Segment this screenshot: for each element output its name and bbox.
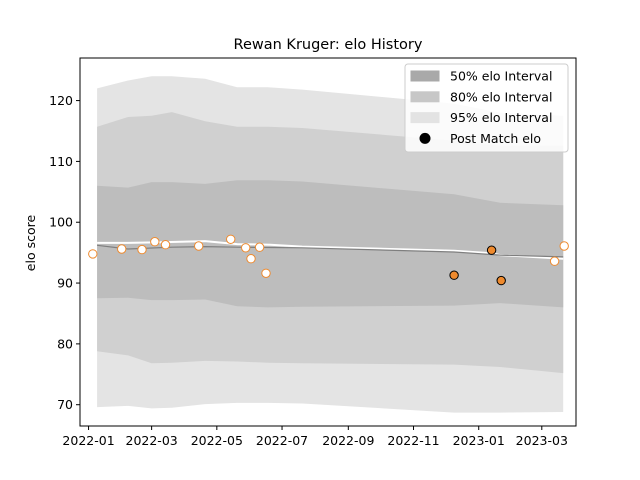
post-match-point	[117, 244, 127, 254]
post-match-point	[549, 256, 560, 266]
y-tick-label: 100	[49, 215, 73, 230]
legend-swatch-band	[410, 70, 440, 82]
x-tick-label: 2022-03	[126, 433, 178, 448]
post-match-point	[449, 270, 459, 280]
post-match-point	[150, 237, 160, 247]
legend-frame	[404, 63, 569, 153]
x-tick-label: 2022-01	[62, 433, 114, 448]
x-tick-label: 2022-05	[191, 433, 243, 448]
x-tick-label: 2023-01	[453, 433, 505, 448]
post-match-point	[559, 241, 569, 251]
legend-label: 95% elo Interval	[450, 110, 552, 125]
legend-label: 80% elo Interval	[450, 89, 552, 104]
legend-swatch-band	[410, 91, 440, 103]
post-match-point	[194, 241, 204, 251]
interval-bands	[97, 76, 564, 413]
post-match-point	[254, 242, 265, 252]
post-match-points	[88, 234, 569, 286]
plot-frame	[79, 57, 577, 427]
y-axis: 70 80 90 100 110 120	[49, 93, 80, 412]
post-match-point	[241, 243, 251, 253]
chart-title: Rewan Kruger: elo History	[234, 37, 423, 53]
x-tick-label: 2023-03	[516, 433, 568, 448]
post-match-point	[226, 234, 236, 245]
x-tick-label: 2022-11	[387, 433, 439, 448]
x-tick-label: 2022-09	[322, 433, 374, 448]
x-tick-label: 2022-07	[256, 433, 308, 448]
x-axis: 2022-01 2022-03 2022-05 2022-07 2022-09 2022-…	[62, 426, 568, 448]
y-tick-label: 70	[57, 397, 73, 412]
post-match-point	[486, 245, 497, 255]
post-match-point	[246, 254, 256, 264]
y-tick-label: 90	[57, 276, 73, 291]
legend-label: Post Match elo	[450, 131, 541, 146]
legend-swatch-marker	[419, 132, 431, 144]
post-match-point	[137, 244, 147, 255]
y-tick-label: 110	[49, 154, 73, 169]
post-match-point	[160, 240, 171, 250]
post-match-point	[261, 268, 271, 278]
y-tick-label: 80	[57, 336, 73, 351]
y-tick-label: 120	[49, 93, 73, 108]
y-axis-label: elo score	[23, 215, 38, 272]
legend: 50% elo Interval 80% elo Interval 95% elo …	[404, 63, 569, 153]
plot-area	[88, 76, 569, 413]
band-50-interval	[97, 180, 564, 308]
legend-swatch-band	[410, 112, 440, 124]
legend-label: 50% elo Interval	[450, 69, 552, 84]
post-match-point	[496, 275, 506, 286]
post-match-point	[88, 249, 98, 259]
